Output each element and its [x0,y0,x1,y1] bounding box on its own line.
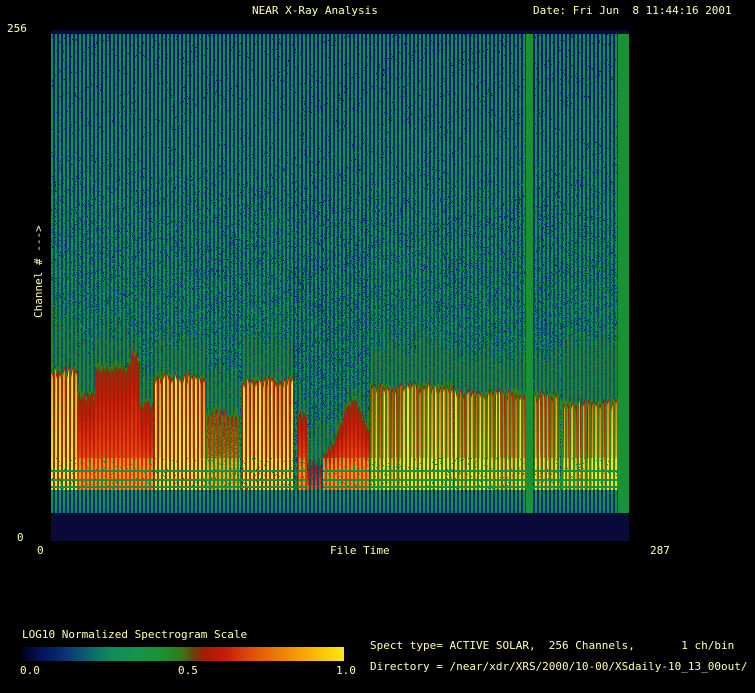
y-axis-title: Channel # ---> [32,225,45,318]
spectrogram-plot [51,30,629,541]
colorbar-title: LOG10 Normalized Spectrogram Scale [22,628,248,641]
spect-type-line: Spect type= ACTIVE SOLAR, 256 Channels, … [370,639,735,652]
x-axis-max-label: 287 [650,544,670,557]
colorbar-tick-1: 1.0 [336,664,356,677]
date-label: Date: Fri Jun 8 11:44:16 2001 [533,4,732,17]
colorbar-tick-0: 0.0 [20,664,40,677]
directory-line: Directory = /near/xdr/XRS/2000/10-00/XSd… [370,660,748,673]
y-axis-min-label: 0 [17,531,24,544]
page-title: NEAR X-Ray Analysis [252,4,378,17]
y-axis-max-label: 256 [7,22,27,35]
x-axis-min-label: 0 [37,544,44,557]
colorbar [22,647,344,661]
colorbar-tick-05: 0.5 [178,664,198,677]
x-axis-title: File Time [330,544,390,557]
